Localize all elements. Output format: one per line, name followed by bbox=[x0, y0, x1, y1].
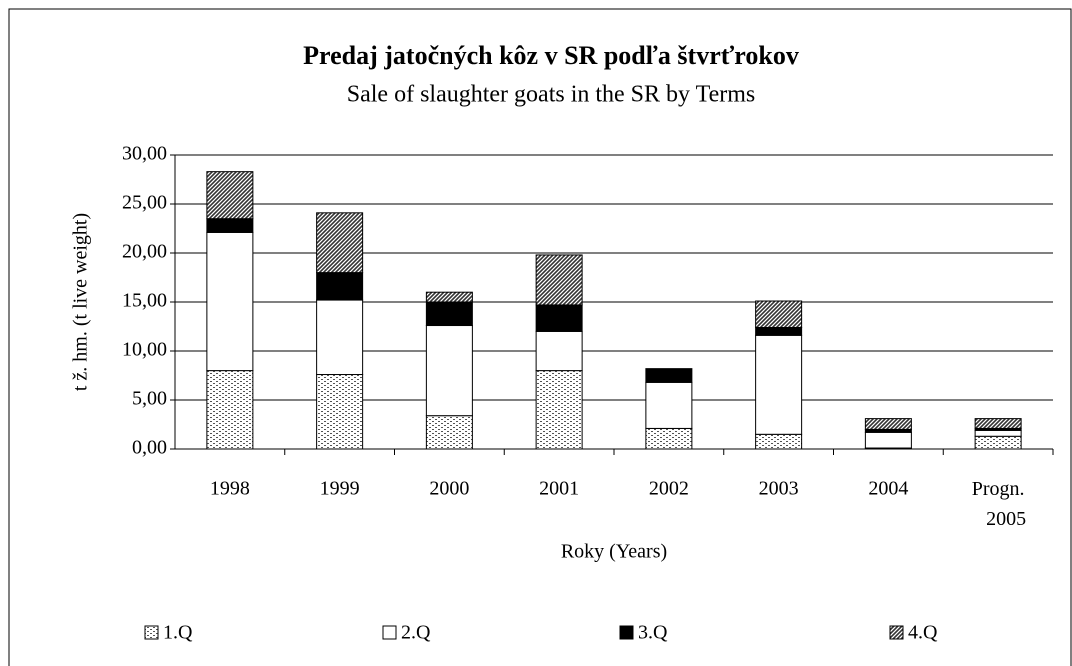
bar-segment bbox=[316, 374, 364, 450]
legend-swatch bbox=[144, 625, 159, 640]
bar-segment bbox=[755, 300, 803, 328]
bar-segment bbox=[755, 334, 803, 435]
bar-segment bbox=[425, 415, 473, 450]
legend-swatch bbox=[889, 625, 904, 640]
x-tick-label: 1998 bbox=[210, 478, 250, 500]
legend-label: 3.Q bbox=[638, 622, 668, 644]
bar-segment bbox=[755, 326, 803, 336]
x-tick-label: 2001 bbox=[539, 478, 579, 500]
y-tick-label: 25,00 bbox=[122, 192, 167, 214]
legend-label: 2.Q bbox=[401, 622, 431, 644]
x-tick-label: Progn. 2005 bbox=[972, 478, 1026, 530]
chart-subtitle: Sale of slaughter goats in the SR by Ter… bbox=[347, 82, 756, 108]
bar-segment bbox=[645, 427, 693, 450]
bar-segment bbox=[755, 433, 803, 450]
bar-segment bbox=[974, 429, 1022, 437]
legend-label: 4.Q bbox=[908, 622, 938, 644]
bar-segment bbox=[864, 418, 912, 430]
bar-segment bbox=[316, 212, 364, 274]
bar-segment bbox=[535, 370, 583, 450]
bar-segment bbox=[206, 231, 254, 372]
x-tick-label: 2002 bbox=[649, 478, 689, 500]
x-tick-label: 2004 bbox=[868, 478, 908, 500]
bar-segment bbox=[425, 301, 473, 327]
legend-swatch bbox=[619, 625, 634, 640]
bar-segment bbox=[535, 254, 583, 306]
y-tick-label: 5,00 bbox=[132, 388, 167, 410]
x-tick-label: 2003 bbox=[759, 478, 799, 500]
bar-segment bbox=[535, 304, 583, 332]
chart-title: Predaj jatočných kôz v SR podľa štvrťrok… bbox=[303, 41, 799, 70]
y-tick-label: 30,00 bbox=[122, 143, 167, 165]
bar-segment bbox=[535, 330, 583, 372]
legend-label: 1.Q bbox=[163, 622, 193, 644]
bar-segment bbox=[645, 368, 693, 383]
bar-segment bbox=[974, 418, 1022, 429]
bar-segment bbox=[425, 325, 473, 417]
x-axis-title: Roky (Years) bbox=[561, 541, 667, 563]
y-tick-label: 0,00 bbox=[132, 437, 167, 459]
y-axis-title: t ž. hm. (t live weight) bbox=[70, 213, 92, 391]
x-tick-label: 1999 bbox=[320, 478, 360, 500]
x-tick-label: 2000 bbox=[429, 478, 469, 500]
y-tick-label: 15,00 bbox=[122, 290, 167, 312]
bar-segment bbox=[864, 431, 912, 449]
bar-segment bbox=[206, 218, 254, 233]
bar-segment bbox=[425, 291, 473, 303]
legend-swatch bbox=[382, 625, 397, 640]
bar-segment bbox=[206, 171, 254, 220]
y-tick-label: 10,00 bbox=[122, 339, 167, 361]
bar-segment bbox=[316, 299, 364, 376]
bar-segment bbox=[974, 435, 1022, 450]
bar-segment bbox=[206, 370, 254, 450]
y-tick-label: 20,00 bbox=[122, 241, 167, 263]
bar-segment bbox=[316, 272, 364, 301]
bar-segment bbox=[645, 381, 693, 429]
